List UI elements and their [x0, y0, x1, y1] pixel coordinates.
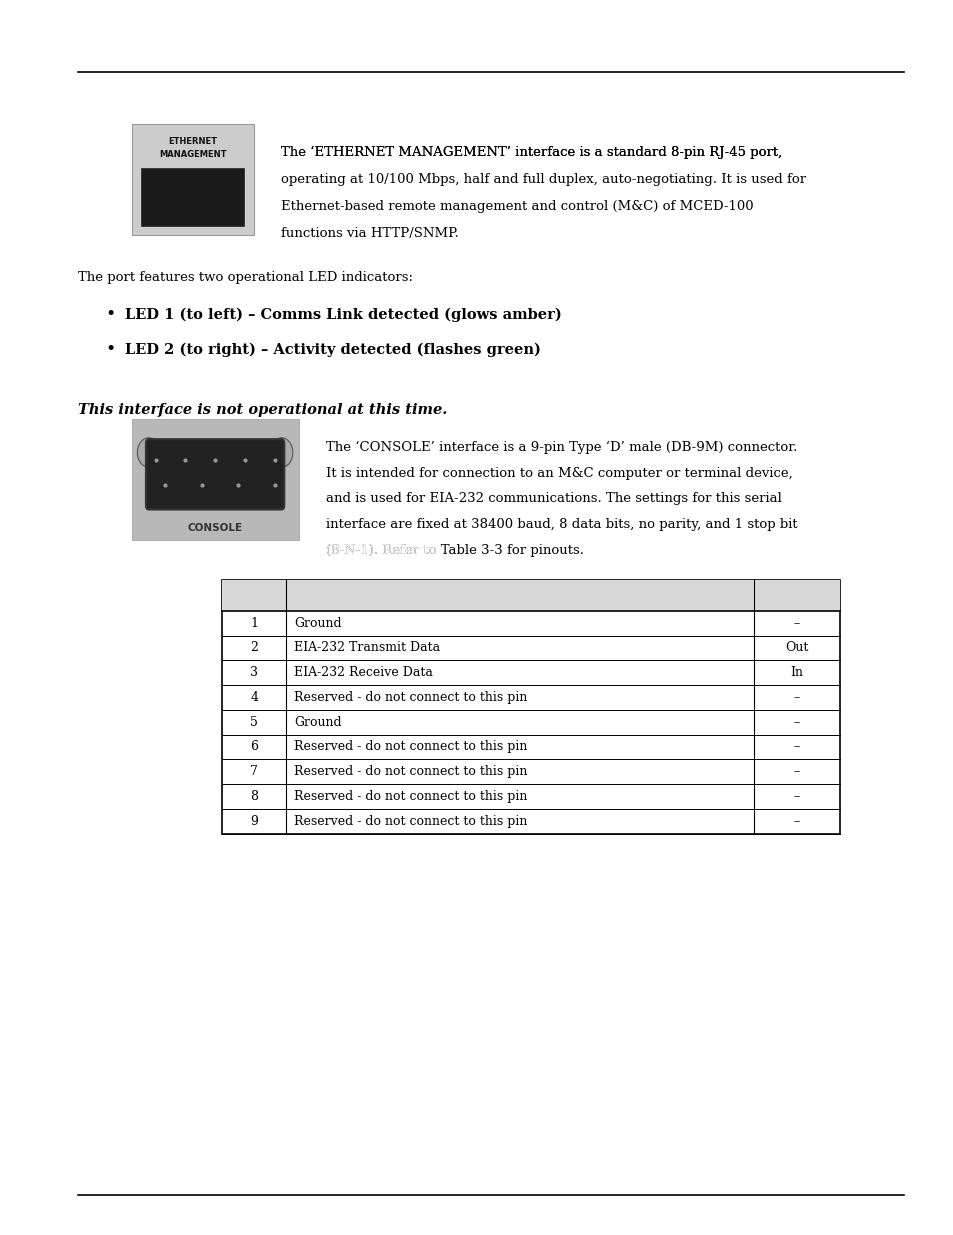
Text: 9: 9 [250, 815, 258, 827]
Text: –: – [793, 716, 799, 729]
Text: It is intended for connection to an M&C computer or terminal device,: It is intended for connection to an M&C … [326, 467, 792, 479]
Text: •: • [106, 341, 115, 358]
Text: –: – [793, 690, 799, 704]
Text: Reserved - do not connect to this pin: Reserved - do not connect to this pin [294, 690, 527, 704]
Text: The port features two operational LED indicators:: The port features two operational LED in… [78, 272, 413, 284]
Text: –: – [793, 741, 799, 753]
Bar [222, 580, 839, 834]
Text: interface are fixed at 38400 baud, 8 data bits, no parity, and 1 stop bit: interface are fixed at 38400 baud, 8 dat… [326, 519, 797, 531]
Text: Out: Out [784, 641, 807, 655]
Text: LED 1 (to left) – Comms Link detected (glows amber): LED 1 (to left) – Comms Link detected (g… [125, 308, 561, 322]
Text: In: In [789, 666, 802, 679]
Text: CONSOLE: CONSOLE [188, 522, 242, 532]
Text: MANAGEMENT: MANAGEMENT [159, 151, 226, 159]
Text: –: – [793, 616, 799, 630]
Bar [222, 580, 839, 611]
Text: 1: 1 [250, 616, 258, 630]
Text: and is used for EIA-232 communications. The settings for this serial: and is used for EIA-232 communications. … [326, 493, 781, 505]
Text: (8-N-1). Refer to Table 3-3 for pinouts.: (8-N-1). Refer to Table 3-3 for pinouts. [326, 545, 583, 557]
Circle shape [137, 437, 160, 467]
Text: –: – [793, 766, 799, 778]
Text: 5: 5 [250, 716, 258, 729]
Text: ETHERNET: ETHERNET [168, 137, 217, 146]
Text: –: – [793, 815, 799, 827]
Text: Ethernet-based remote management and control (M&C) of MCED-100: Ethernet-based remote management and con… [281, 200, 753, 212]
FancyBboxPatch shape [146, 440, 284, 510]
Text: 2: 2 [250, 641, 258, 655]
Text: 3: 3 [250, 666, 258, 679]
Text: The ‘ETHERNET MANAGEMENT’ interface is a standard 8-pin RJ-45 port,: The ‘ETHERNET MANAGEMENT’ interface is a… [281, 146, 781, 158]
Text: 7: 7 [250, 766, 258, 778]
Text: •: • [106, 306, 115, 324]
Bar [132, 124, 253, 235]
Text: Ground: Ground [294, 616, 341, 630]
Text: Reserved - do not connect to this pin: Reserved - do not connect to this pin [294, 741, 527, 753]
Text: EIA-232 Receive Data: EIA-232 Receive Data [294, 666, 433, 679]
Text: Ground: Ground [294, 716, 341, 729]
Text: 6: 6 [250, 741, 258, 753]
Circle shape [270, 437, 293, 467]
Text: 4: 4 [250, 690, 258, 704]
Bar [132, 419, 298, 540]
Text: This interface is not operational at this time.: This interface is not operational at thi… [78, 403, 447, 417]
Text: EIA-232 Transmit Data: EIA-232 Transmit Data [294, 641, 439, 655]
Bar [141, 168, 244, 226]
Text: functions via HTTP/SNMP.: functions via HTTP/SNMP. [281, 227, 458, 240]
Text: The ‘CONSOLE’ interface is a 9-pin Type ‘D’ male (DB-9M) connector.: The ‘CONSOLE’ interface is a 9-pin Type … [326, 441, 797, 453]
Text: 8: 8 [250, 790, 258, 803]
Text: Reserved - do not connect to this pin: Reserved - do not connect to this pin [294, 790, 527, 803]
Text: operating at 10/100 Mbps, half and full duplex, auto-negotiating. It is used for: operating at 10/100 Mbps, half and full … [281, 173, 805, 185]
Text: The: The [281, 146, 311, 158]
Text: LED 2 (to right) – Activity detected (flashes green): LED 2 (to right) – Activity detected (fl… [125, 342, 540, 357]
Text: Reserved - do not connect to this pin: Reserved - do not connect to this pin [294, 766, 527, 778]
Text: –: – [793, 790, 799, 803]
Text: The ‘ETHERNET MANAGEMENT’ interface is a standard 8-pin RJ-45 port,: The ‘ETHERNET MANAGEMENT’ interface is a… [281, 146, 781, 158]
Text: Reserved - do not connect to this pin: Reserved - do not connect to this pin [294, 815, 527, 827]
Text: (8-N-1). Refer to: (8-N-1). Refer to [326, 545, 440, 557]
